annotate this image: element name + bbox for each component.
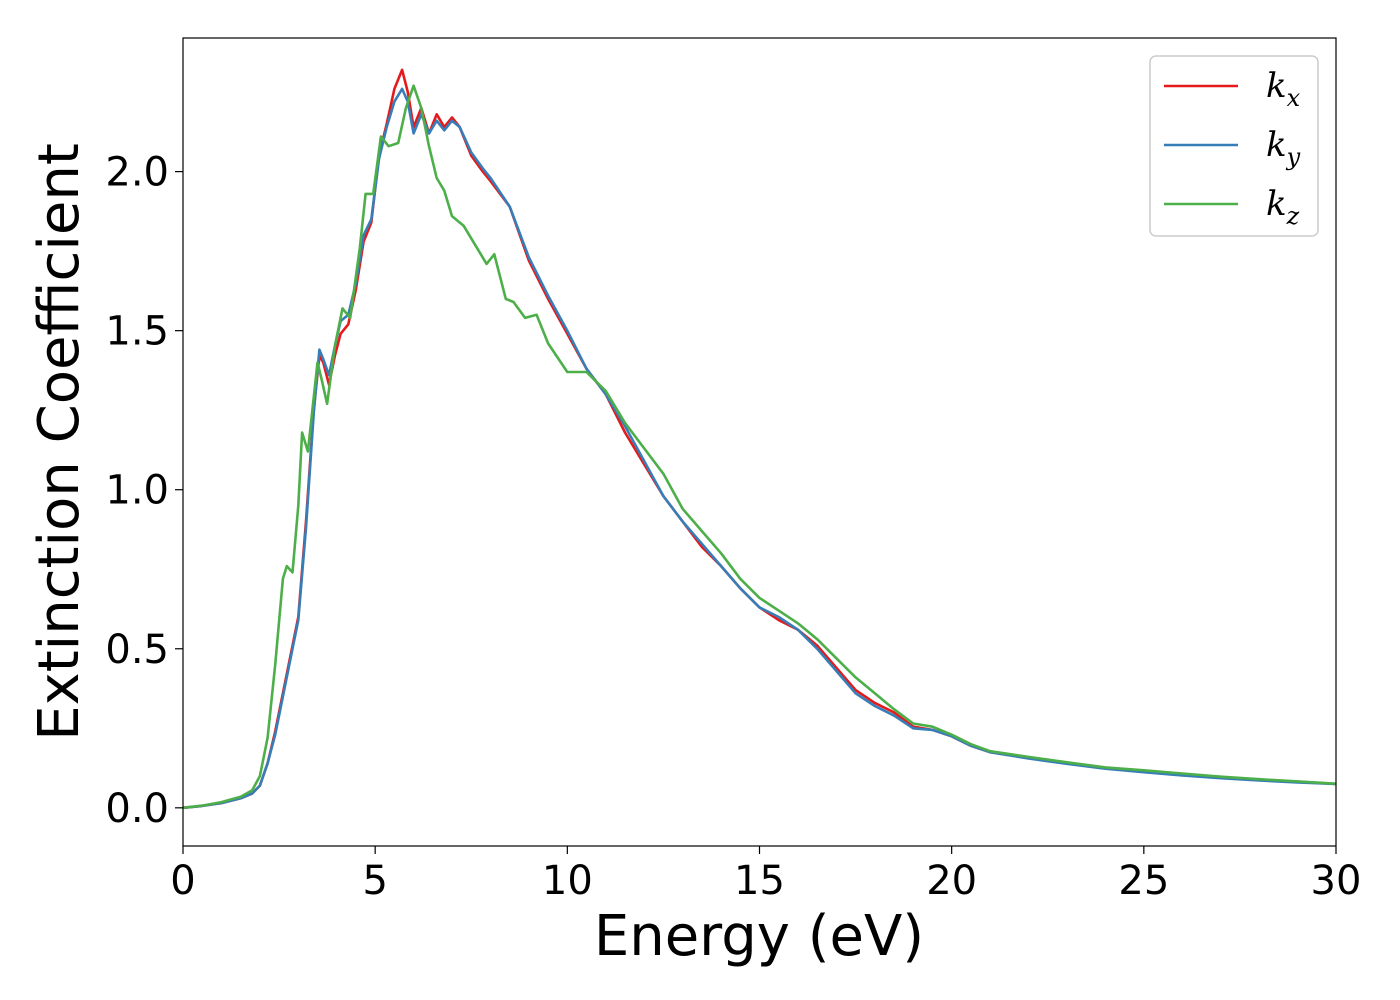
y-axis: 0.0 0.5 1.0 1.5 2.0	[105, 150, 183, 832]
y-tick-label: 0.5	[105, 627, 169, 673]
x-tick-label: 20	[926, 858, 977, 904]
x-tick-label: 10	[542, 858, 593, 904]
y-tick-label: 1.5	[105, 309, 169, 355]
x-tick-label: 15	[734, 858, 785, 904]
y-axis-label: Extinction Coefficient	[27, 143, 92, 741]
y-tick-label: 2.0	[105, 150, 169, 196]
y-tick-label: 0.0	[105, 786, 169, 832]
series-line-kz	[182, 84, 1337, 810]
x-tick-label: 5	[362, 858, 387, 904]
x-axis: 0 5 10 15 20 25 30	[170, 846, 1361, 904]
x-tick-label: 25	[1118, 858, 1169, 904]
series-line-ky	[182, 87, 1337, 810]
x-axis-label: Energy (eV)	[594, 904, 924, 969]
x-tick-label: 30	[1311, 858, 1362, 904]
x-tick-label: 0	[170, 858, 195, 904]
y-tick-label: 1.0	[105, 468, 169, 514]
series-layer	[182, 68, 1337, 810]
